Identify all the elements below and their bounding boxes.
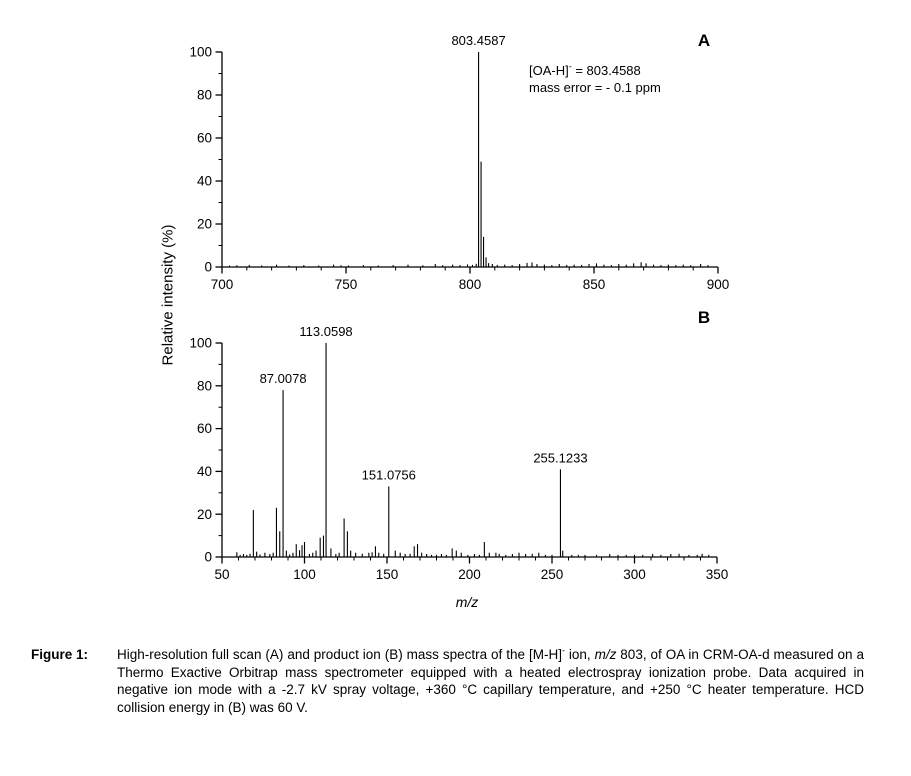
x-tick-label: 800 — [459, 277, 482, 292]
peak-label: 803.4587 — [451, 33, 505, 48]
x-tick-label: 750 — [335, 277, 358, 292]
panel-b-letter: B — [697, 308, 711, 327]
x-tick-label: 100 — [293, 567, 316, 582]
annotation-ion-bracket: [OA-H] — [529, 63, 569, 78]
x-tick-label: 50 — [214, 567, 229, 582]
peak-label: 151.0756 — [362, 467, 416, 482]
caption-segment: 803, of OA in CRM-OA-d measured on a The… — [117, 647, 864, 715]
y-tick-label: 0 — [204, 550, 212, 565]
y-tick-label: 100 — [189, 45, 212, 60]
y-tick-label: 100 — [189, 336, 212, 351]
panel-b: 50 100 150 200 250 300 350 0 20 40 60 80 100 87.0078 1… — [189, 324, 728, 582]
y-tick-label: 60 — [197, 131, 212, 146]
y-tick-label: 40 — [197, 464, 212, 479]
y-tick-label: 80 — [197, 88, 212, 103]
peak-label: 113.0598 — [299, 324, 352, 339]
x-tick-label: 300 — [623, 567, 646, 582]
y-tick-label: 0 — [204, 260, 212, 275]
caption-segment: High-resolution full scan (A) and produc… — [117, 647, 562, 662]
y-tick-label: 60 — [197, 421, 212, 436]
panel-a-letter: A — [697, 31, 711, 50]
x-tick-label: 900 — [707, 277, 730, 292]
x-tick-label: 200 — [458, 567, 481, 582]
x-tick-label: 150 — [376, 567, 399, 582]
peaks-group — [236, 343, 710, 557]
caption-segment: ion, — [564, 647, 595, 662]
annotation-charge-sign: - — [568, 61, 572, 72]
figure-caption: Figure 1: High-resolution full scan (A) … — [31, 646, 864, 716]
y-tick-label: 20 — [197, 507, 212, 522]
figure-caption-label: Figure 1: — [31, 647, 89, 662]
annotation-line-2: mass error = - 0.1 ppm — [529, 80, 661, 95]
caption-segment: m/z — [594, 647, 617, 662]
caption-segment: - — [561, 645, 565, 656]
annotation-line-1: [OA-H]- = 803.4588 — [529, 62, 661, 79]
y-tick-label: 20 — [197, 217, 212, 232]
y-tick-label: 40 — [197, 174, 212, 189]
peak-label: 87.0078 — [260, 371, 307, 386]
figure-caption-text: High-resolution full scan (A) and produc… — [117, 646, 864, 716]
x-tick-label: 850 — [583, 277, 606, 292]
peaks-group — [228, 52, 709, 267]
x-tick-label: 350 — [706, 567, 729, 582]
peak-label: 255.1233 — [533, 450, 587, 465]
x-tick-label: 250 — [541, 567, 564, 582]
x-tick-label: 700 — [211, 277, 234, 292]
annotation-mass-value: = 803.4588 — [571, 63, 641, 78]
y-tick-label: 80 — [197, 378, 212, 393]
y-axis-label: Relative intensity (%) — [159, 224, 177, 366]
panel-a-annotation: [OA-H]- = 803.4588 mass error = - 0.1 pp… — [529, 62, 661, 96]
x-axis-label: m/z — [455, 594, 479, 610]
panel-a: 700 750 800 850 900 0 20 40 60 80 100 803.4587 — [189, 33, 729, 292]
